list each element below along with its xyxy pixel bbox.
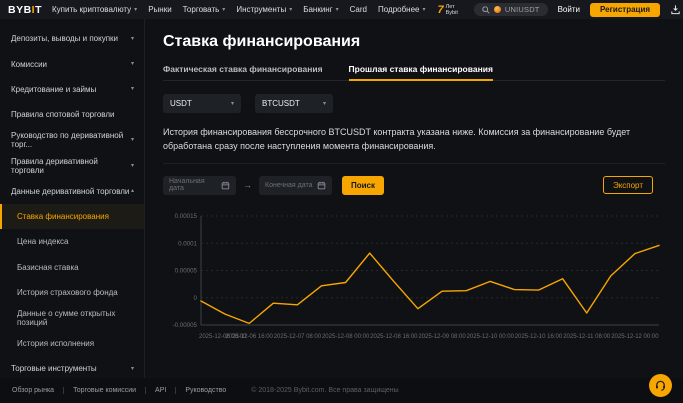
svg-text:0.00015: 0.00015 (175, 213, 198, 220)
token-icon (493, 6, 501, 13)
svg-text:2025-12-09 08:00: 2025-12-09 08:00 (418, 334, 466, 340)
chevron-down-icon: ▾ (230, 100, 234, 107)
navbar-right: Войти Регистрация (557, 2, 683, 17)
sidebar-subitem-funding-rate[interactable]: Ставка финансирования (0, 203, 144, 230)
nav-item-more[interactable]: Подробнее ▾ (378, 5, 426, 14)
nav-item-trade[interactable]: Торговать ▾ (182, 5, 226, 14)
coin-select[interactable]: USDT ▾ (163, 94, 241, 113)
svg-text:2025-12-10 00:00: 2025-12-10 00:00 (467, 334, 515, 340)
footer-link-api[interactable]: API (155, 387, 167, 394)
svg-text:2025-12-08 16:00: 2025-12-08 16:00 (370, 334, 418, 340)
chevron-up-icon: ▴ (130, 188, 134, 195)
nav-item-card[interactable]: Card (349, 5, 367, 14)
tab-past-funding-rate[interactable]: Прошлая ставка финансирования (348, 64, 494, 81)
chevron-down-icon: ▾ (130, 35, 134, 42)
footer: Обзор рынка Торговые комиссии API Руково… (0, 378, 683, 403)
sidebar-subitem-basis-rate[interactable]: Базисная ставка (17, 262, 79, 272)
sidebar-item-fees[interactable]: Комиссии ▾ (11, 59, 134, 69)
top-navbar: BYBIT Купить криптовалюту ▾ Рынки Торгова… (0, 0, 683, 19)
svg-text:0: 0 (194, 295, 198, 302)
signup-button[interactable]: Регистрация (589, 2, 661, 17)
search-button[interactable]: Поиск (342, 175, 385, 195)
login-button[interactable]: Войти (557, 5, 580, 14)
chevron-down-icon: ▾ (130, 86, 134, 93)
chevron-down-icon: ▾ (130, 162, 134, 169)
export-button[interactable]: Экспорт (602, 176, 653, 195)
sidebar-item-derivatives-rules[interactable]: Правила деривативной торговли ▾ (11, 156, 134, 175)
end-date-input[interactable]: Конечная дата (259, 175, 332, 195)
svg-text:0.00005: 0.00005 (175, 268, 198, 275)
sidebar-item-spot-rules[interactable]: Правила спотовой торговли (11, 110, 115, 120)
divider (175, 387, 177, 394)
chevron-down-icon: ▾ (222, 6, 226, 13)
tab-actual-funding-rate[interactable]: Фактическая ставка финансирования (163, 64, 323, 74)
search-value: UNIUSDT (504, 5, 540, 14)
headset-icon (656, 380, 665, 391)
nav-item-tools[interactable]: Инструменты ▾ (236, 5, 293, 14)
chevron-down-icon: ▾ (289, 6, 293, 13)
bybit-logo[interactable]: BYBIT (8, 4, 42, 16)
line-chart: -0.00005 0 0.00005 0.0001 0.00015 2025-12-06 … (173, 213, 660, 340)
svg-text:0.0001: 0.0001 (178, 240, 197, 247)
search-input[interactable]: UNIUSDT (473, 3, 548, 16)
arrow-right-icon: → (243, 180, 252, 191)
tab-bar: Фактическая ставка финансирования Прошла… (163, 64, 665, 81)
sidebar-item-lending[interactable]: Кредитование и займы ▾ (11, 84, 134, 94)
download-app-icon[interactable] (670, 4, 681, 15)
date-filter-row: Начальная дата → Конечная дата Поиск Экс… (163, 175, 665, 195)
sidebar-item-derivatives-guide[interactable]: Руководство по деривативной торг... ▾ (11, 131, 134, 150)
sidebar-subitem-execution-history[interactable]: История исполнения (17, 338, 95, 348)
logo-text: T (35, 3, 43, 16)
svg-text:2025-12-12 00:00: 2025-12-12 00:00 (611, 334, 659, 340)
search-icon (482, 5, 490, 14)
chevron-down-icon: ▾ (335, 6, 339, 13)
support-chat-button[interactable] (649, 374, 672, 397)
chevron-down-icon: ▾ (322, 100, 326, 107)
sidebar: Депозиты, выводы и покупки ▾ Комиссии ▾ Кр… (0, 19, 145, 378)
footer-link-trading-fees[interactable]: Торговые комиссии (73, 387, 137, 394)
divider (63, 387, 65, 394)
svg-text:2025-12-08 00:00: 2025-12-08 00:00 (322, 334, 370, 340)
sidebar-item-trading-tools[interactable]: Торговые инструменты ▾ (11, 364, 134, 374)
svg-text:2025-12-06 00:00: 2025-12-06 00:00 (199, 334, 247, 340)
sidebar-subitem-insurance-fund[interactable]: История страхового фонда (17, 288, 118, 298)
chevron-down-icon: ▾ (130, 365, 134, 372)
chevron-down-icon: ▾ (134, 6, 138, 13)
sidebar-subitem-index-price[interactable]: Цена индекса (17, 237, 69, 247)
start-date-input[interactable]: Начальная дата (163, 175, 236, 195)
nav-item-buy-crypto[interactable]: Купить криптовалюту ▾ (52, 5, 138, 14)
anniversary-promo[interactable]: 7 Лет Bybit (437, 3, 458, 16)
chevron-down-icon: ▾ (130, 137, 134, 144)
svg-text:2025-12-07 08:00: 2025-12-07 08:00 (274, 334, 322, 340)
nav-item-banking[interactable]: Банкинг ▾ (303, 5, 339, 14)
contract-select[interactable]: BTCUSDT ▾ (255, 94, 333, 113)
filter-row: USDT ▾ BTCUSDT ▾ (163, 94, 665, 113)
calendar-icon (317, 181, 326, 190)
description-text: История финансирования бессрочного BTCUS… (163, 127, 631, 151)
divider (145, 387, 147, 394)
nav-menu: Купить криптовалюту ▾ Рынки Торговать ▾ Ин… (52, 5, 426, 14)
main-content: Ставка финансирования Фактическая ставка… (146, 19, 683, 378)
svg-text:2025-12-10 16:00: 2025-12-10 16:00 (515, 334, 563, 340)
logo-text: BYB (8, 3, 32, 16)
nav-item-markets[interactable]: Рынки (148, 5, 172, 14)
svg-text:2025-12-11 08:00: 2025-12-11 08:00 (563, 334, 611, 340)
svg-text:2025-12-06 16:00: 2025-12-06 16:00 (226, 334, 274, 340)
page-title: Ставка финансирования (163, 33, 361, 50)
sidebar-item-derivatives-data[interactable]: Данные деривативной торговли ▴ (11, 186, 134, 196)
copyright-text: © 2018-2025 Bybit.com. Все права защищен… (251, 387, 399, 394)
footer-link-guide[interactable]: Руководство (185, 387, 227, 394)
svg-text:-0.00005: -0.00005 (173, 322, 198, 329)
chevron-down-icon: ▾ (130, 61, 134, 68)
chevron-down-icon: ▾ (422, 6, 426, 13)
divider (163, 162, 665, 164)
footer-link-market-overview[interactable]: Обзор рынка (12, 387, 55, 394)
promo-7-icon: 7 (437, 3, 444, 16)
sidebar-subitem-open-interest[interactable]: Данные о сумме открытых позиций (17, 308, 116, 327)
sidebar-item-deposits[interactable]: Депозиты, выводы и покупки ▾ (11, 34, 134, 44)
funding-rate-chart: -0.00005 0 0.00005 0.0001 0.00015 2025-12-06 … (163, 209, 665, 350)
logo-accent: I (31, 3, 36, 16)
calendar-icon (221, 181, 230, 190)
